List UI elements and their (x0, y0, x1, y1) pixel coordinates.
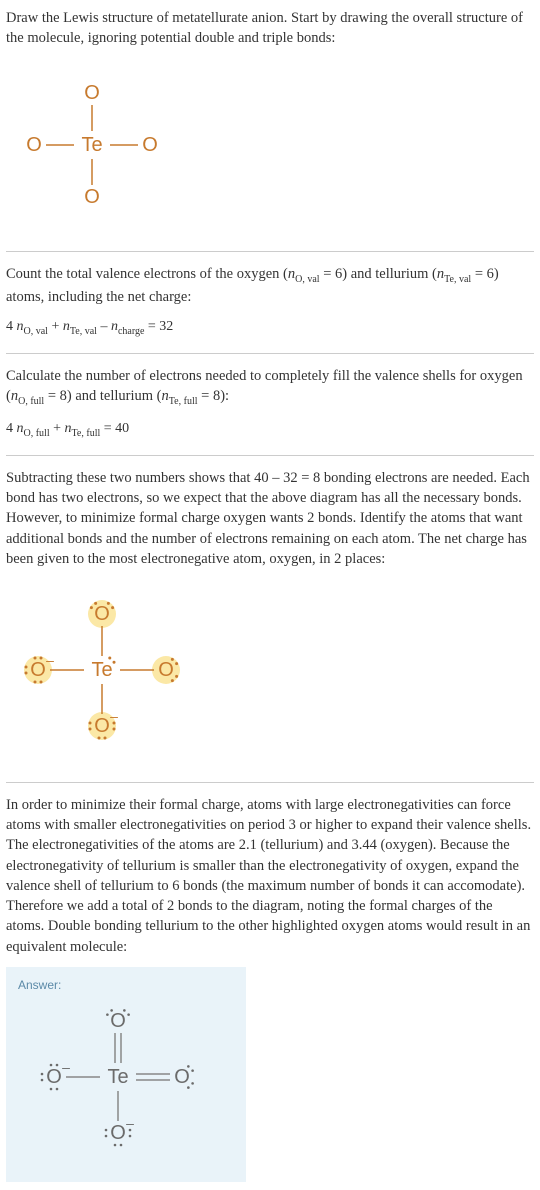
divider (6, 782, 534, 783)
svg-text:O: O (174, 1066, 190, 1088)
bonding-paragraph: Subtracting these two numbers shows that… (6, 468, 534, 569)
svg-text:O: O (142, 134, 158, 156)
full-shell-paragraph: Calculate the number of electrons needed… (6, 366, 534, 409)
svg-text:O: O (46, 1066, 62, 1088)
svg-text:O: O (84, 82, 100, 104)
svg-text:O: O (84, 186, 100, 208)
svg-text:Te: Te (91, 659, 112, 681)
valence-paragraph: Count the total valence electrons of the… (6, 264, 534, 307)
formula-full: 4 nO, full + nTe, full = 40 (6, 419, 534, 441)
divider (6, 455, 534, 456)
divider (6, 353, 534, 354)
expand-paragraph: In order to minimize their formal charge… (6, 795, 534, 957)
svg-text:O: O (30, 659, 46, 681)
svg-text:–: – (62, 1059, 70, 1075)
intro-paragraph: Draw the Lewis structure of metatellurat… (6, 8, 534, 49)
diagram-skeleton: Te O O O O (6, 59, 534, 239)
svg-text:O: O (110, 1122, 126, 1144)
svg-text:O: O (158, 659, 174, 681)
diagram-lone-pairs: TeOOOO–– (6, 579, 534, 769)
svg-text:O: O (94, 603, 110, 625)
svg-text:–: – (46, 652, 54, 668)
svg-text:Te: Te (107, 1066, 128, 1088)
svg-text:O: O (26, 134, 42, 156)
diagram-answer: TeOOOO–– (18, 1002, 234, 1168)
svg-text:–: – (126, 1115, 134, 1131)
svg-text:Te: Te (81, 134, 102, 156)
divider (6, 251, 534, 252)
svg-text:O: O (94, 715, 110, 737)
answer-label: Answer: (18, 977, 234, 994)
answer-box: Answer: TeOOOO–– (6, 967, 246, 1182)
svg-text:O: O (110, 1010, 126, 1032)
formula-valence: 4 nO, val + nTe, val – ncharge = 32 (6, 317, 534, 339)
